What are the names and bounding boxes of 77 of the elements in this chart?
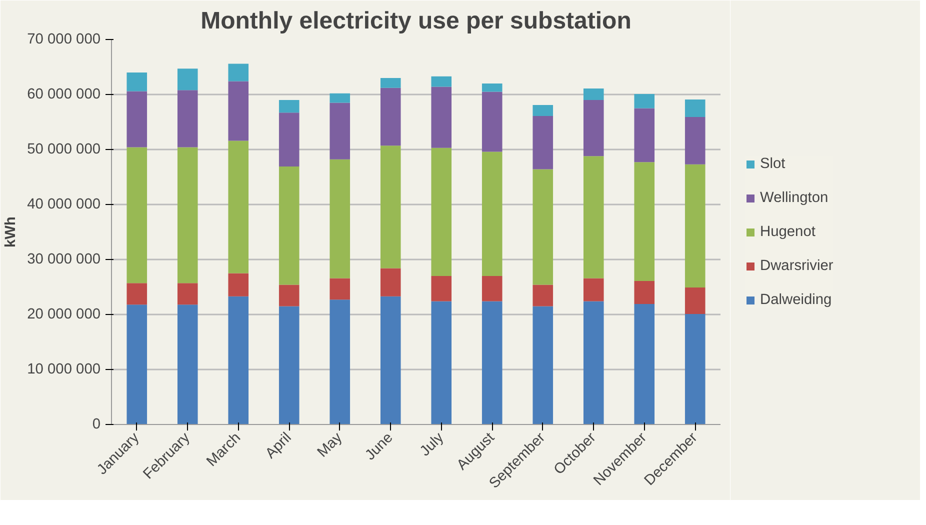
bar (278, 100, 300, 113)
bar (228, 81, 249, 141)
bar (583, 278, 604, 302)
bar (431, 148, 452, 276)
bar (634, 162, 655, 281)
y-tick-label: 60 000 000 (27, 86, 101, 102)
bar (228, 64, 249, 82)
legend-label: Slot (760, 156, 786, 172)
bar (278, 284, 300, 306)
y-tick-label: 50 000 000 (27, 142, 101, 158)
bar (583, 100, 604, 156)
bar (330, 300, 350, 424)
bar (278, 166, 300, 285)
bar (228, 296, 249, 424)
bar (126, 147, 148, 284)
y-tick-label: 10 000 000 (27, 362, 101, 378)
bar (431, 301, 452, 424)
bar (482, 152, 502, 276)
y-axis-title: kWh (3, 216, 20, 248)
bar (583, 301, 604, 424)
bar (532, 284, 554, 306)
legend-label: Dalweiding (760, 292, 832, 308)
bar (431, 86, 452, 148)
bar (228, 140, 249, 274)
bar (482, 301, 502, 424)
bar (684, 164, 706, 288)
y-tick-label: 20 000 000 (27, 306, 101, 322)
bar (126, 283, 148, 305)
bar (684, 117, 706, 164)
y-tick-label: 0 (92, 416, 101, 432)
bar (177, 68, 198, 90)
bar (684, 99, 706, 118)
bar (380, 268, 401, 296)
bar (634, 94, 655, 108)
legend-label: Dwarsrivier (760, 258, 834, 274)
bar (431, 276, 452, 302)
bar (330, 93, 350, 103)
bar (532, 169, 554, 285)
bar (278, 112, 300, 167)
x-tick-label: July (417, 429, 448, 460)
bar (126, 304, 148, 424)
bar (482, 84, 502, 92)
bar (330, 159, 350, 278)
bar (380, 78, 401, 88)
bar (177, 147, 198, 284)
bar (380, 88, 401, 146)
bar (583, 156, 604, 278)
bar (228, 273, 249, 296)
bar (431, 76, 452, 87)
bar (532, 306, 554, 424)
bar (177, 283, 198, 305)
bar (177, 90, 198, 148)
legend-label: Wellington (760, 190, 828, 206)
bar (684, 314, 706, 424)
bar (583, 88, 604, 100)
bar (330, 278, 350, 300)
bar (532, 104, 554, 116)
bar (634, 280, 655, 304)
bar (126, 72, 148, 92)
legend-label: Hugenot (760, 224, 816, 240)
y-tick-label: 30 000 000 (27, 252, 101, 268)
bar (330, 102, 350, 160)
bar (380, 296, 401, 424)
bar (532, 116, 554, 170)
bar (482, 276, 502, 302)
bar (634, 304, 655, 424)
y-tick-label: 70 000 000 (27, 32, 101, 48)
bar (684, 288, 706, 314)
x-tick-label: May (314, 429, 346, 461)
bar (380, 146, 401, 268)
bar (634, 108, 655, 162)
y-tick-label: 40 000 000 (27, 196, 101, 212)
chart-title: Monthly electricity use per substation (200, 8, 632, 34)
bar (278, 306, 300, 424)
bar (177, 304, 198, 424)
bar (482, 92, 502, 152)
bar (126, 91, 148, 148)
